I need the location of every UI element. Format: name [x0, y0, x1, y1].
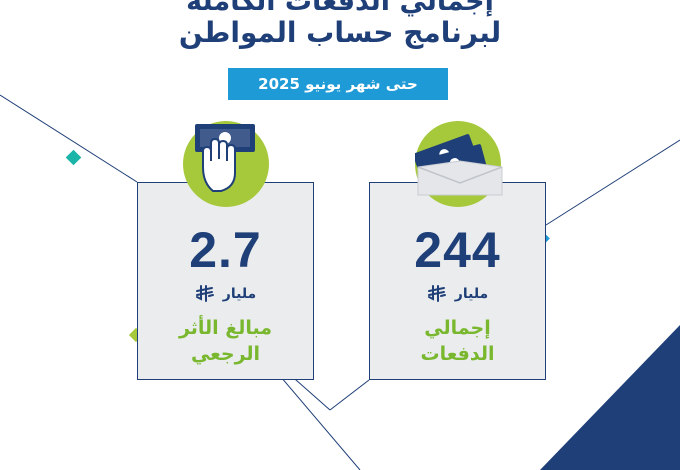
money-envelope-icon — [415, 121, 503, 207]
diagonal-line — [545, 139, 680, 226]
stat-card-retroactive: 2.7 مليار مبالغ الأثر الرجعي — [137, 182, 314, 380]
page-title-line2: لبرنامج حساب المواطن — [178, 16, 502, 49]
stat-label-line1: مبالغ الأثر — [178, 317, 273, 339]
diagonal-line — [0, 94, 138, 183]
stat-value: 2.7 — [189, 222, 262, 278]
stat-label-line2: الدفعات — [420, 343, 495, 365]
stat-unit-row: مليار — [138, 285, 313, 303]
page-title-line1: إجمالي الدفعات الكاملة — [186, 0, 494, 17]
stat-card-total-payments: 244 مليار إجمالي الدفعات — [369, 182, 546, 380]
stat-value: 244 — [414, 222, 501, 278]
riyal-symbol-icon — [195, 285, 214, 302]
hand-holding-money-icon — [183, 121, 269, 207]
stat-unit-row: مليار — [370, 285, 545, 303]
stat-unit: مليار — [454, 286, 489, 302]
riyal-symbol-icon — [427, 285, 446, 302]
stat-unit: مليار — [222, 286, 257, 302]
diagonal-line — [329, 379, 370, 411]
navy-corner-triangle — [540, 325, 680, 470]
stat-label-line1: إجمالي — [424, 317, 491, 339]
date-badge: حتى شهر يونيو 2025 — [228, 68, 448, 100]
stat-label-line2: الرجعي — [190, 343, 261, 365]
teal-diamond — [65, 149, 82, 166]
